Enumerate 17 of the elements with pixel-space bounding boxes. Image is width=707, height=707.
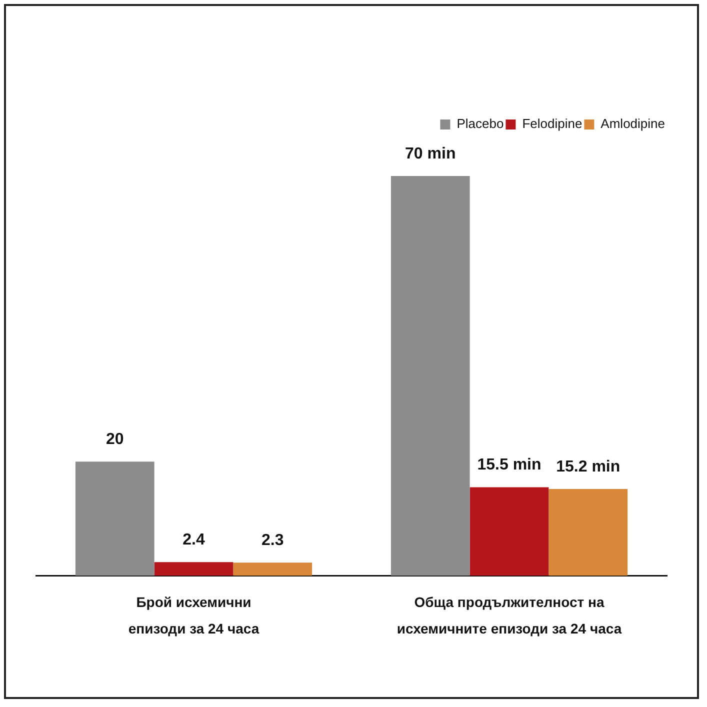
bar [548, 488, 628, 576]
legend-label: Felodipine [522, 116, 582, 132]
data-label: 2.4 [182, 532, 205, 548]
legend-label: Placebo [456, 116, 504, 132]
bar [154, 562, 234, 576]
x-tick-label: Обща продължителност на исхемичните епизоди за 24 часа [396, 594, 622, 637]
data-label: 70 min [405, 145, 456, 162]
data-label: 20 [106, 430, 124, 448]
bar [470, 487, 549, 576]
legend-label: Amlodipine [600, 116, 666, 132]
data-label: 15.2 min [556, 458, 620, 476]
data-label: 15.5 min [477, 456, 542, 474]
x-tick-label: Брой исхемични епизоди за 24 часа [128, 594, 260, 637]
bar [233, 562, 312, 576]
bar [390, 176, 470, 576]
data-label: 2.3 [262, 532, 284, 550]
bar [75, 462, 154, 576]
